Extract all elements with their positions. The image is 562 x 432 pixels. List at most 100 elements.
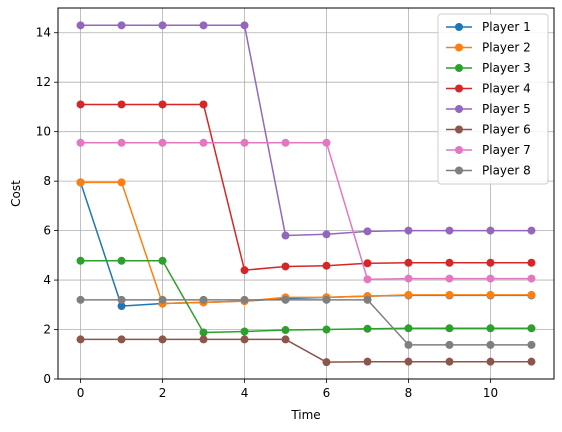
data-point-player-2 (404, 290, 413, 299)
data-point-player-8 (404, 340, 413, 349)
legend-marker (455, 23, 463, 31)
plot-frame (57, 7, 555, 380)
legend-label: Player 5 (482, 102, 531, 116)
data-point-player-7 (117, 138, 126, 147)
data-point-player-6 (158, 335, 167, 344)
data-point-player-8 (527, 340, 536, 349)
data-point-player-8 (199, 295, 208, 304)
data-point-player-4 (527, 258, 536, 267)
legend-item-player-6: Player 6 (446, 123, 531, 137)
legend-item-player-4: Player 4 (446, 82, 531, 96)
data-point-player-8 (117, 295, 126, 304)
data-point-player-3 (117, 256, 126, 265)
data-point-player-4 (281, 262, 290, 271)
data-point-player-4 (404, 258, 413, 267)
data-point-player-2 (76, 178, 85, 187)
series-layer (76, 21, 536, 367)
series-line-player-2 (80, 181, 532, 305)
data-point-player-3 (527, 324, 536, 333)
data-point-player-5 (281, 231, 290, 240)
data-point-player-7 (158, 138, 167, 147)
legend-item-player-2: Player 2 (446, 41, 531, 55)
data-point-player-3 (322, 325, 331, 334)
data-point-player-8 (281, 295, 290, 304)
y-tick-label: 2 (43, 323, 51, 337)
data-point-player-2 (486, 290, 495, 299)
data-point-player-8 (445, 340, 454, 349)
legend-label: Player 8 (482, 164, 531, 178)
legend-marker (455, 125, 463, 134)
legend-marker (455, 166, 463, 175)
data-point-player-8 (76, 295, 85, 304)
legend-label: Player 2 (482, 41, 531, 55)
legend-item-player-8: Player 8 (446, 164, 531, 178)
data-point-player-6 (363, 357, 372, 366)
data-point-player-5 (486, 226, 495, 235)
data-point-player-8 (486, 340, 495, 349)
data-point-player-1 (117, 302, 126, 311)
legend-frame (437, 13, 549, 185)
legend-marker (455, 146, 463, 154)
data-point-player-3 (486, 324, 495, 333)
data-point-player-7 (322, 138, 331, 147)
series-line-player-3 (80, 260, 532, 334)
data-point-player-7 (486, 274, 495, 283)
data-point-player-8 (322, 295, 331, 304)
series-player-7 (76, 138, 536, 284)
legend-label: Player 7 (482, 143, 531, 157)
data-point-player-4 (445, 258, 454, 267)
data-point-player-6 (404, 357, 413, 366)
x-tick-label: 0 (77, 386, 85, 400)
legend-item-player-7: Player 7 (446, 143, 531, 157)
series-line-player-7 (80, 142, 532, 281)
data-point-player-5 (445, 226, 454, 235)
data-point-player-5 (117, 21, 126, 30)
data-point-player-6 (322, 358, 331, 367)
series-player-8 (76, 295, 536, 349)
data-point-player-7 (76, 138, 85, 147)
data-point-player-5 (527, 226, 536, 235)
data-point-player-6 (240, 335, 249, 344)
data-point-player-5 (240, 21, 249, 30)
legend-label: Player 1 (482, 20, 531, 34)
data-point-player-7 (199, 138, 208, 147)
y-tick-label: 14 (36, 26, 51, 40)
data-point-player-4 (199, 100, 208, 109)
y-tick-label: 0 (43, 372, 51, 386)
x-tick-label: 10 (483, 386, 498, 400)
data-point-player-5 (199, 21, 208, 30)
legend-marker (455, 84, 463, 93)
data-point-player-3 (445, 324, 454, 333)
data-point-player-4 (117, 100, 126, 109)
legend-marker (455, 105, 463, 113)
legend-marker (455, 64, 463, 72)
data-point-player-5 (76, 21, 85, 30)
legend-label: Player 6 (482, 123, 531, 137)
y-tick-label: 8 (43, 174, 51, 188)
data-point-player-6 (76, 335, 85, 344)
data-point-player-6 (281, 335, 290, 344)
y-tick-label: 12 (36, 75, 51, 89)
series-line-player-6 (80, 338, 532, 363)
legend-item-player-1: Player 1 (446, 20, 531, 34)
y-axis-label: Cost (9, 180, 23, 207)
data-point-player-3 (363, 324, 372, 333)
data-point-player-3 (199, 328, 208, 337)
data-point-player-3 (158, 256, 167, 265)
data-point-player-4 (158, 100, 167, 109)
data-point-player-8 (158, 295, 167, 304)
y-tick-label: 6 (43, 224, 51, 238)
y-tick-label: 4 (43, 273, 51, 287)
series-line-player-4 (80, 103, 532, 271)
data-point-player-5 (363, 227, 372, 236)
series-player-5 (76, 21, 536, 240)
data-point-player-3 (240, 327, 249, 336)
x-axis-label: Time (290, 408, 320, 422)
data-point-player-3 (76, 256, 85, 265)
data-point-player-2 (117, 178, 126, 187)
data-point-player-7 (281, 138, 290, 147)
data-point-player-6 (445, 357, 454, 366)
series-player-4 (76, 100, 536, 275)
data-point-player-6 (486, 357, 495, 366)
